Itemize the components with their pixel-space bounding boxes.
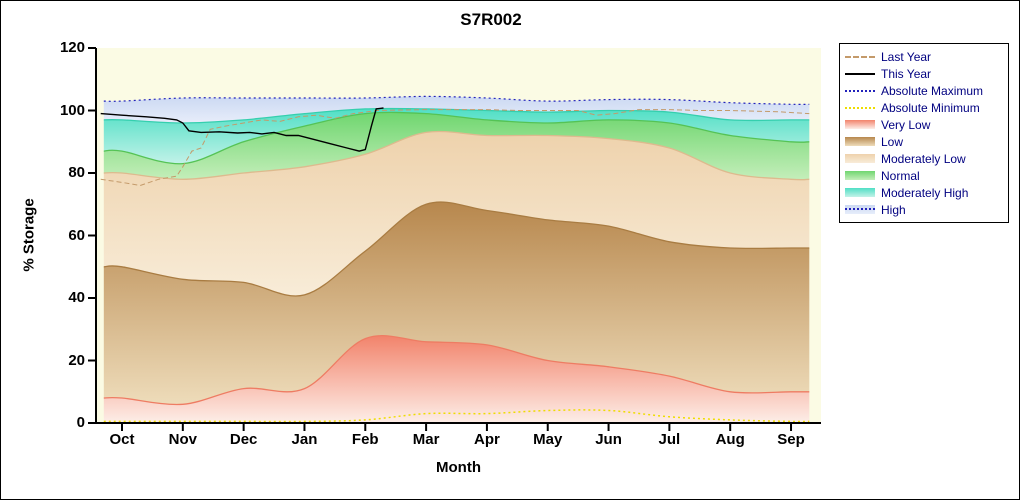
- y-tick-label: 100: [59, 101, 85, 119]
- legend-label: Last Year: [881, 49, 932, 64]
- y-tick-label: 80: [68, 164, 85, 181]
- legend-sample: [845, 72, 875, 75]
- legend-item-absolute-minimum: Absolute Minimum: [845, 99, 1003, 116]
- legend-item-this-year: This Year: [845, 65, 1003, 82]
- y-tick-label: 20: [68, 351, 85, 369]
- legend-item-last-year: Last Year: [845, 48, 1003, 65]
- legend-item-normal: Normal: [845, 167, 1003, 184]
- x-tick-label: Aug: [715, 431, 745, 448]
- x-axis-title: Month: [436, 459, 481, 476]
- x-tick-label: Apr: [473, 431, 500, 448]
- legend-label: Moderately High: [881, 185, 969, 200]
- legend-label: Moderately Low: [881, 151, 966, 166]
- legend-item-low: Low: [845, 133, 1003, 150]
- legend-sample: [845, 154, 875, 163]
- legend-label: Normal: [881, 168, 920, 183]
- x-tick-label: Jul: [658, 431, 681, 448]
- legend: Last Year This Year Absolute Maximum Absolu…: [839, 43, 1009, 223]
- y-tick-label: 60: [68, 226, 85, 244]
- legend-item-high: High: [845, 201, 1003, 218]
- y-tick-label: 0: [76, 414, 85, 431]
- legend-sample: [845, 205, 875, 214]
- legend-label: Absolute Maximum: [881, 83, 984, 98]
- legend-sample: [845, 188, 875, 197]
- x-tick-label: Jun: [595, 431, 622, 448]
- x-tick-label: Feb: [351, 431, 379, 448]
- legend-sample: [845, 171, 875, 180]
- legend-label: Very Low: [881, 117, 931, 132]
- legend-label: This Year: [881, 66, 932, 81]
- legend-label: Low: [881, 134, 904, 149]
- x-tick-label: Jan: [291, 431, 318, 448]
- legend-sample: [845, 89, 875, 92]
- legend-label: High: [881, 202, 906, 217]
- legend-sample: [845, 106, 875, 109]
- legend-item-moderately-low: Moderately Low: [845, 150, 1003, 167]
- legend-sample: [845, 137, 875, 146]
- legend-item-moderately-high: Moderately High: [845, 184, 1003, 201]
- legend-sample-overlay-line: [845, 208, 875, 210]
- y-tick-label: 40: [68, 289, 85, 306]
- x-tick-label: Oct: [109, 431, 135, 448]
- x-tick-label: Sep: [777, 431, 805, 448]
- legend-sample: [845, 120, 875, 129]
- y-tick-label: 120: [59, 39, 85, 56]
- legend-item-absolute-maximum: Absolute Maximum: [845, 82, 1003, 99]
- legend-label: Absolute Minimum: [881, 100, 980, 115]
- x-tick-label: May: [533, 431, 563, 448]
- x-tick-label: Nov: [168, 431, 197, 448]
- x-tick-label: Dec: [229, 431, 258, 448]
- x-tick-label: Mar: [412, 431, 440, 448]
- chart-title: S7R002: [460, 10, 522, 29]
- legend-item-very-low: Very Low: [845, 116, 1003, 133]
- legend-sample: [845, 55, 875, 58]
